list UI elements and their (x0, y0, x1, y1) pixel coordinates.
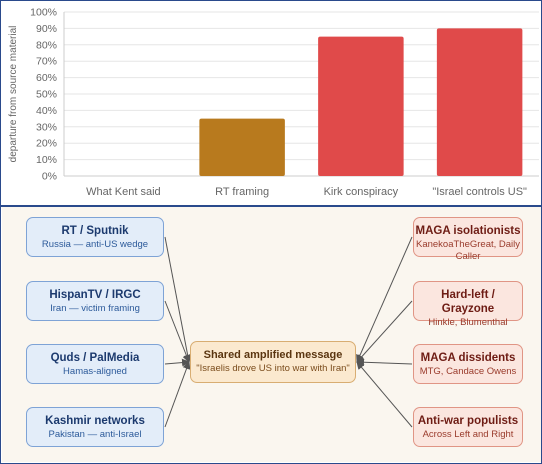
node-title: Kashmir networks (45, 415, 145, 427)
arrow-connector (164, 236, 192, 363)
y-tick-label: 60% (36, 72, 57, 84)
left-node-quds-palmedia: Quds / PalMedia Hamas-aligned (26, 344, 164, 384)
arrow-connector (356, 361, 413, 428)
bar-chart: 0% 10% 20% 30% 40% 50% 60% 70% 80% 90% 100% departu… (8, 7, 539, 198)
right-node-maga-isolationists: MAGA isolationists KanekoaTheGreat, Dail… (413, 217, 523, 262)
center-title: Shared amplified message (203, 349, 343, 361)
node-title: RT / Sputnik (61, 225, 129, 237)
center-node-shared-message: Shared amplified message "Israelis drove… (190, 341, 356, 383)
arrow-connector (164, 300, 191, 363)
arrow-connector (356, 236, 413, 363)
arrow-layer (164, 236, 413, 428)
x-tick-label: RT framing (215, 186, 269, 198)
bar (436, 28, 523, 177)
x-tick-label: Kirk conspiracy (324, 186, 399, 198)
node-title: MAGA dissidents (420, 352, 516, 364)
x-tick-label: What Kent said (86, 186, 161, 198)
y-tick-label: 0% (42, 171, 57, 183)
bar (318, 36, 404, 176)
bar-chart-panel: 0% 10% 20% 30% 40% 50% 60% 70% 80% 90% 100% departu… (2, 2, 541, 205)
node-title: Quds / PalMedia (50, 352, 140, 364)
node-subtitle: Iran — victim framing (50, 303, 140, 314)
x-tick-label: "Israel controls US" (432, 186, 527, 198)
node-title: MAGA isolationists (415, 225, 521, 237)
node-subtitle: MTG, Candace Owens (419, 366, 517, 377)
node-subtitle: Hinkle, Blumenthal (428, 317, 508, 328)
panel-divider (1, 205, 541, 207)
node-subtitle: Across Left and Right (422, 429, 514, 440)
y-tick-label: 30% (36, 121, 57, 133)
arrow-connector (164, 358, 190, 367)
bar (199, 118, 285, 176)
right-node-maga-dissidents: MAGA dissidents MTG, Candace Owens (413, 344, 523, 384)
arrow-connector (356, 300, 413, 363)
y-tick-label: 70% (36, 56, 57, 68)
y-tick-label: 20% (36, 138, 57, 150)
y-tick-label: 90% (36, 23, 57, 35)
arrow-connector (356, 358, 413, 367)
node-subtitle: Russia — anti-US wedge (41, 239, 149, 250)
y-tick-label: 80% (36, 39, 57, 51)
node-title: HispanTV / IRGC (49, 289, 141, 301)
left-node-kashmir-networks: Kashmir networks Pakistan — anti-Israel (26, 407, 164, 447)
node-title: Anti-war populists (417, 415, 519, 427)
network-diagram-panel: RT / Sputnik Russia — anti-US wedge Hisp… (2, 207, 541, 462)
node-subtitle: Pakistan — anti-Israel (48, 429, 142, 440)
y-tick-label: 40% (36, 105, 57, 117)
node-subtitle: KanekoaTheGreat, Daily Caller (415, 239, 521, 262)
center-subtitle: "Israelis drove US into war with Iran" (196, 363, 350, 374)
y-tick-label: 10% (36, 154, 57, 166)
left-node-hispantv-irgc: HispanTV / IRGC Iran — victim framing (26, 281, 164, 321)
right-node-anti-war-populists: Anti-war populists Across Left and Right (413, 407, 523, 447)
left-node-rt-sputnik: RT / Sputnik Russia — anti-US wedge (26, 217, 164, 257)
y-tick-label: 100% (30, 7, 57, 19)
node-subtitle: Hamas-aligned (63, 366, 127, 377)
node-title: Hard-left / Grayzone (441, 289, 495, 315)
y-tick-label: 50% (36, 89, 57, 101)
right-node-hard-left-grayzone: Hard-left / Grayzone Hinkle, Blumenthal (413, 281, 523, 328)
y-axis-label: departure from source material (8, 26, 19, 163)
arrow-connector (164, 361, 191, 428)
